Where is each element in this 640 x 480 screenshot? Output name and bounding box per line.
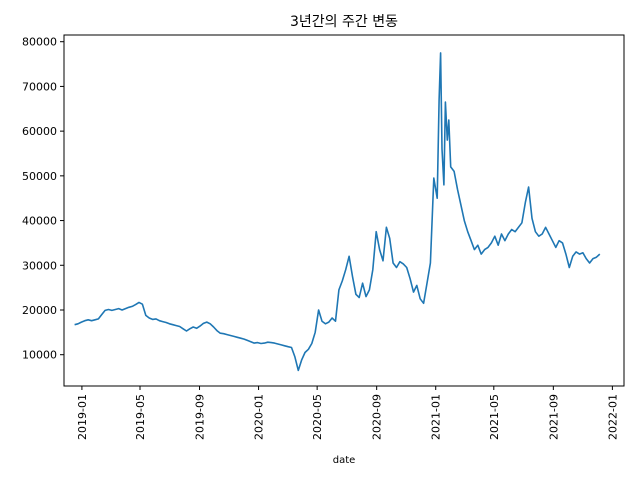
series-layer: [74, 52, 601, 372]
chart-title: 3년간의 주간 변동: [290, 14, 398, 30]
x-tick-label: 2022-01: [606, 394, 619, 440]
x-tick-label: 2021-01: [430, 394, 443, 440]
plot-frame: [63, 34, 625, 387]
y-tick-label: 30000: [22, 259, 57, 272]
x-axis: 2019-01 2019-05 2019-09 2020-01 2020-05 2020-…: [76, 386, 619, 440]
y-tick-label: 10000: [22, 349, 57, 362]
y-tick-label: 20000: [22, 304, 57, 317]
y-tick-label: 50000: [22, 170, 57, 183]
x-tick-label: 2019-01: [76, 394, 89, 440]
x-tick-label: 2020-01: [253, 394, 266, 440]
x-tick-label: 2020-05: [311, 394, 324, 440]
x-axis-label: date: [333, 455, 356, 466]
x-tick-label: 2020-09: [371, 394, 384, 440]
y-tick-label: 60000: [22, 125, 57, 138]
x-tick-label: 2019-05: [134, 394, 147, 440]
y-tick-label: 40000: [22, 215, 57, 228]
y-tick-label: 70000: [22, 80, 57, 93]
x-tick-label: 2021-05: [488, 394, 501, 440]
x-tick-label: 2021-09: [547, 394, 560, 440]
series-line: [74, 52, 601, 372]
y-axis: 10000 20000 30000 40000 50000 60000 70000 80000: [22, 36, 64, 362]
y-tick-label: 80000: [22, 36, 57, 49]
x-tick-label: 2019-09: [194, 394, 207, 440]
